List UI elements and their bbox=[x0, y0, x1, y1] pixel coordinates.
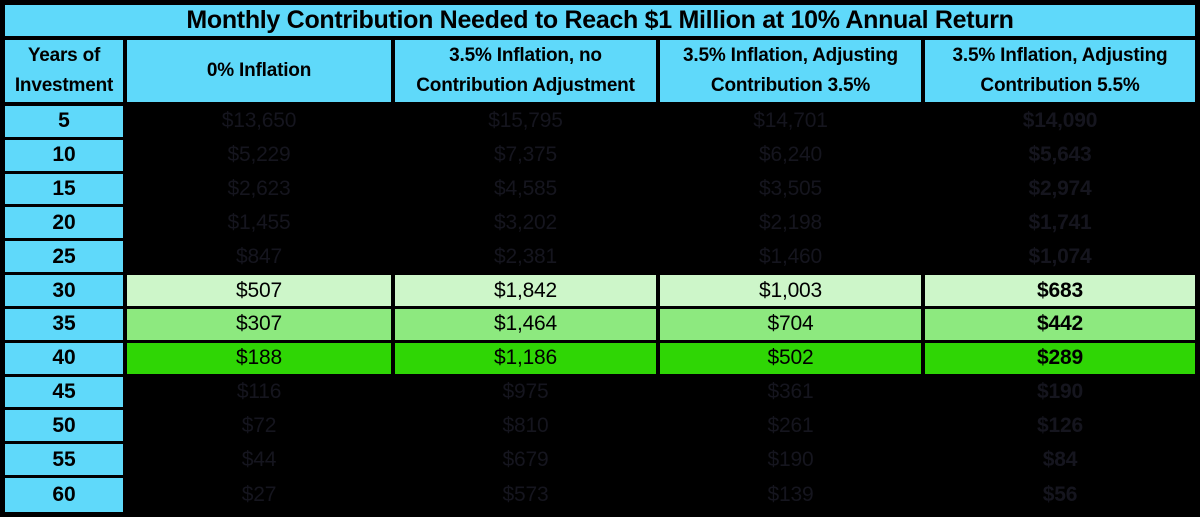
column-header-line: 3.5% Inflation, Adjusting bbox=[683, 45, 898, 66]
column-header-3-5-inflation-no-adjustment: 3.5% Inflation, no Contribution Adjustmen… bbox=[395, 40, 660, 106]
value-cell: $261 bbox=[660, 410, 925, 445]
value-cell: $126 bbox=[925, 410, 1195, 445]
value-cell: $3,202 bbox=[395, 207, 660, 242]
column-header-line: Investment bbox=[14, 75, 114, 96]
value-cell: $56 bbox=[925, 478, 1195, 512]
value-cell: $1,464 bbox=[395, 308, 660, 343]
value-cell: $847 bbox=[127, 241, 395, 276]
value-cell: $1,003 bbox=[660, 275, 925, 309]
year-cell: 50 bbox=[5, 410, 127, 445]
table-title: Monthly Contribution Needed to Reach $1 … bbox=[5, 5, 1195, 40]
value-cell: $1,460 bbox=[660, 241, 925, 276]
value-cell: $5,643 bbox=[925, 139, 1195, 174]
value-cell: $361 bbox=[660, 376, 925, 411]
year-cell: 45 bbox=[5, 376, 127, 411]
value-cell: $116 bbox=[127, 376, 395, 411]
value-cell: $4,585 bbox=[395, 173, 660, 208]
value-cell: $442 bbox=[925, 308, 1195, 343]
value-cell: $307 bbox=[127, 308, 395, 343]
year-cell: 40 bbox=[5, 342, 127, 377]
column-header-years-of-investment: Years of Investment bbox=[5, 40, 127, 106]
value-cell: $7,375 bbox=[395, 139, 660, 174]
column-header-line: Contribution Adjustment bbox=[416, 75, 635, 96]
value-cell: $139 bbox=[660, 478, 925, 512]
value-cell: $2,623 bbox=[127, 173, 395, 208]
year-cell: 30 bbox=[5, 275, 127, 309]
value-cell: $2,381 bbox=[395, 241, 660, 276]
value-cell: $1,074 bbox=[925, 241, 1195, 276]
value-cell: $975 bbox=[395, 376, 660, 411]
year-cell: 35 bbox=[5, 308, 127, 343]
year-cell: 5 bbox=[5, 106, 127, 140]
value-cell: $289 bbox=[925, 342, 1195, 377]
value-cell: $84 bbox=[925, 444, 1195, 479]
year-cell: 20 bbox=[5, 207, 127, 242]
value-cell: $573 bbox=[395, 478, 660, 512]
table-grid: Monthly Contribution Needed to Reach $1 … bbox=[5, 5, 1195, 512]
value-cell: $5,229 bbox=[127, 139, 395, 174]
column-header-line: Years of bbox=[27, 45, 101, 66]
value-cell: $27 bbox=[127, 478, 395, 512]
value-cell: $502 bbox=[660, 342, 925, 377]
value-cell: $679 bbox=[395, 444, 660, 479]
year-cell: 25 bbox=[5, 241, 127, 276]
value-cell: $810 bbox=[395, 410, 660, 445]
value-cell: $3,505 bbox=[660, 173, 925, 208]
value-cell: $188 bbox=[127, 342, 395, 377]
value-cell: $704 bbox=[660, 308, 925, 343]
value-cell: $14,701 bbox=[660, 106, 925, 140]
value-cell: $1,842 bbox=[395, 275, 660, 309]
column-header-3-5-inflation-adjusting-5-5: 3.5% Inflation, Adjusting Contribution 5.… bbox=[925, 40, 1195, 106]
value-cell: $15,795 bbox=[395, 106, 660, 140]
value-cell: $1,741 bbox=[925, 207, 1195, 242]
column-header-3-5-inflation-adjusting-3-5: 3.5% Inflation, Adjusting Contribution 3.… bbox=[660, 40, 925, 106]
column-header-line: 3.5% Inflation, no bbox=[449, 45, 602, 66]
column-header-line: Contribution 3.5% bbox=[710, 75, 871, 96]
value-cell: $2,974 bbox=[925, 173, 1195, 208]
value-cell: $507 bbox=[127, 275, 395, 309]
year-cell: 55 bbox=[5, 444, 127, 479]
value-cell: $13,650 bbox=[127, 106, 395, 140]
value-cell: $1,186 bbox=[395, 342, 660, 377]
value-cell: $1,455 bbox=[127, 207, 395, 242]
year-cell: 60 bbox=[5, 478, 127, 512]
year-cell: 15 bbox=[5, 173, 127, 208]
value-cell: $683 bbox=[925, 275, 1195, 309]
value-cell: $14,090 bbox=[925, 106, 1195, 140]
value-cell: $6,240 bbox=[660, 139, 925, 174]
value-cell: $2,198 bbox=[660, 207, 925, 242]
column-header-line: 3.5% Inflation, Adjusting bbox=[952, 45, 1168, 66]
value-cell: $190 bbox=[925, 376, 1195, 411]
value-cell: $72 bbox=[127, 410, 395, 445]
column-header-line: Contribution 5.5% bbox=[980, 75, 1140, 96]
column-header-0-inflation: 0% Inflation bbox=[127, 40, 395, 106]
value-cell: $44 bbox=[127, 444, 395, 479]
value-cell: $190 bbox=[660, 444, 925, 479]
year-cell: 10 bbox=[5, 139, 127, 174]
column-header-line: 0% Inflation bbox=[206, 60, 312, 81]
